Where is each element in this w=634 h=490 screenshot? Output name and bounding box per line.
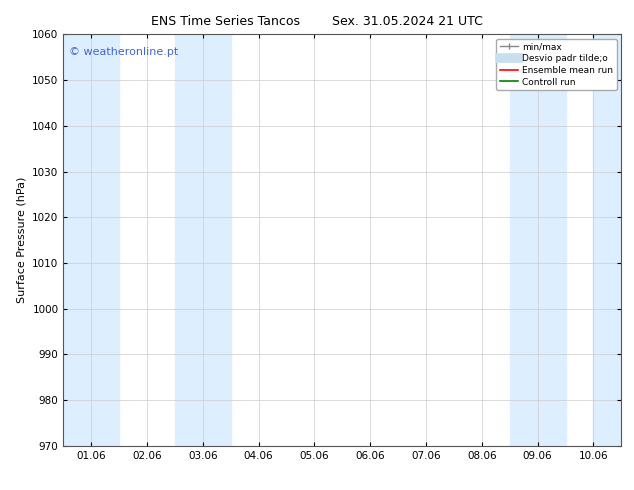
Bar: [63, 34, 119, 446]
Bar: [593, 34, 621, 446]
Text: © weatheronline.pt: © weatheronline.pt: [69, 47, 178, 57]
Bar: [510, 34, 566, 446]
Y-axis label: Surface Pressure (hPa): Surface Pressure (hPa): [16, 177, 27, 303]
Bar: [175, 34, 231, 446]
Legend: min/max, Desvio padr tilde;o, Ensemble mean run, Controll run: min/max, Desvio padr tilde;o, Ensemble m…: [496, 39, 617, 90]
Text: ENS Time Series Tancos        Sex. 31.05.2024 21 UTC: ENS Time Series Tancos Sex. 31.05.2024 2…: [151, 15, 483, 28]
